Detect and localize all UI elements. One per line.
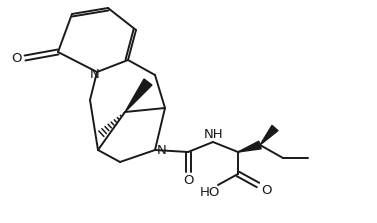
Polygon shape [260, 125, 278, 145]
Text: N: N [90, 68, 100, 81]
Text: O: O [183, 175, 193, 188]
Text: HO: HO [200, 186, 220, 198]
Text: O: O [261, 184, 271, 196]
Polygon shape [125, 79, 152, 112]
Text: NH: NH [204, 128, 224, 142]
Polygon shape [238, 141, 261, 152]
Text: N: N [157, 143, 167, 157]
Text: O: O [12, 52, 22, 64]
